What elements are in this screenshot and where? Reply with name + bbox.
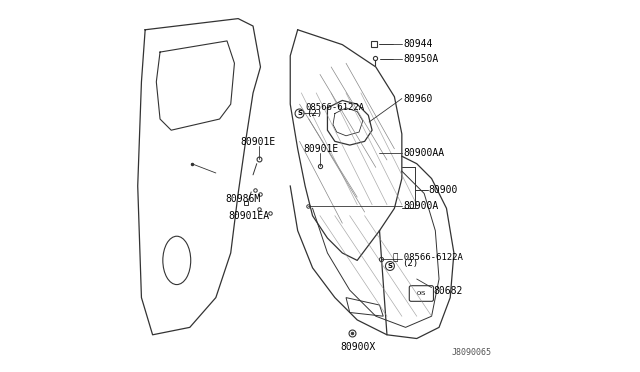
- Text: S: S: [387, 263, 392, 269]
- Text: S: S: [297, 110, 302, 116]
- Text: (2): (2): [402, 259, 418, 267]
- Text: 08566-6122A: 08566-6122A: [306, 103, 365, 112]
- Text: 80960: 80960: [404, 94, 433, 103]
- Text: (2): (2): [306, 109, 322, 118]
- Text: 80901E: 80901E: [303, 144, 339, 154]
- Text: Ⓢ 08566-6122A: Ⓢ 08566-6122A: [392, 252, 463, 261]
- Text: 80901EA: 80901EA: [229, 211, 270, 221]
- Text: 80944: 80944: [404, 39, 433, 49]
- Text: J8090065: J8090065: [451, 348, 491, 357]
- Text: 80986M: 80986M: [225, 194, 260, 204]
- Text: 80901E: 80901E: [240, 137, 275, 147]
- Text: 80682: 80682: [433, 286, 463, 296]
- Text: 80900A: 80900A: [404, 202, 439, 211]
- Text: 80900: 80900: [429, 186, 458, 195]
- Text: 80950A: 80950A: [404, 54, 439, 64]
- Text: OIS: OIS: [417, 291, 426, 296]
- Text: 80900X: 80900X: [340, 342, 376, 352]
- Text: 80900AA: 80900AA: [404, 148, 445, 158]
